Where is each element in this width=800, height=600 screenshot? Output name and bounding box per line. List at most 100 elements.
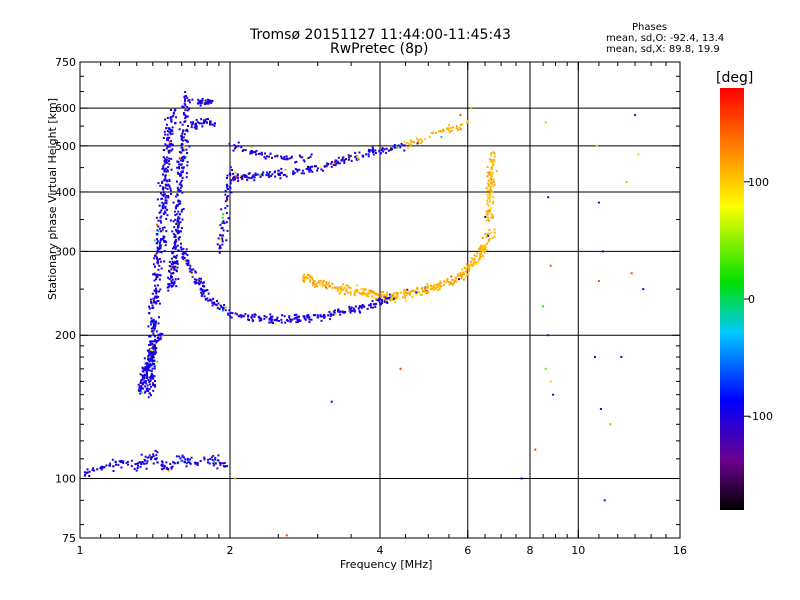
data-point (217, 237, 220, 240)
data-point (495, 169, 498, 172)
data-point (447, 127, 450, 130)
data-point (190, 123, 193, 126)
data-point (144, 455, 147, 458)
data-point (308, 276, 311, 279)
data-point (167, 145, 170, 148)
data-point (156, 223, 158, 226)
data-point (260, 319, 263, 322)
data-point (202, 292, 205, 295)
data-point (381, 148, 384, 151)
data-point (156, 261, 159, 264)
data-point (411, 289, 414, 292)
data-point (226, 465, 228, 468)
data-point (225, 221, 228, 224)
data-point (549, 264, 552, 267)
data-point (172, 461, 175, 464)
data-point (149, 455, 152, 458)
data-point (408, 293, 411, 296)
data-point (154, 380, 156, 382)
data-point (171, 263, 174, 266)
data-point (264, 157, 267, 160)
data-point (271, 173, 274, 176)
data-point (355, 289, 358, 292)
data-point (372, 150, 375, 153)
data-point (385, 299, 388, 302)
data-point (349, 154, 352, 157)
data-point (251, 314, 254, 317)
data-point (175, 254, 178, 257)
data-point (172, 220, 175, 223)
data-point (487, 171, 490, 174)
data-point (242, 148, 245, 151)
data-point (367, 153, 370, 156)
data-point (307, 316, 310, 319)
data-point (609, 423, 612, 426)
data-point (319, 314, 322, 317)
data-point (142, 387, 145, 390)
data-point (189, 270, 192, 273)
data-point (203, 295, 206, 298)
data-point (229, 315, 232, 318)
data-point (208, 462, 211, 465)
data-point (168, 127, 171, 130)
data-point (148, 388, 151, 391)
data-point (180, 151, 183, 154)
data-point (173, 255, 176, 258)
data-point (177, 230, 180, 233)
data-point (171, 230, 174, 233)
data-point (195, 278, 198, 281)
data-point (222, 229, 225, 232)
data-point (193, 461, 196, 464)
data-point (316, 285, 319, 288)
data-point (141, 377, 144, 380)
data-point (313, 282, 316, 285)
data-point (201, 125, 204, 128)
grid-lines (80, 62, 680, 538)
data-point (161, 188, 164, 190)
data-point (161, 182, 164, 184)
data-point (429, 288, 432, 291)
data-point (296, 319, 299, 322)
data-point (186, 128, 188, 131)
data-point (384, 298, 387, 301)
data-point (353, 310, 356, 313)
data-point (316, 316, 319, 319)
data-point (459, 114, 462, 117)
data-point (476, 252, 479, 255)
data-point (176, 204, 179, 207)
data-point (173, 226, 176, 229)
data-point (221, 243, 224, 246)
data-point (167, 285, 170, 288)
data-point (491, 190, 494, 193)
data-point (180, 242, 182, 245)
data-point (483, 246, 486, 248)
data-point (405, 299, 408, 302)
data-point (210, 299, 213, 302)
data-point (375, 298, 378, 301)
data-point (381, 302, 383, 305)
data-point (330, 400, 333, 403)
data-point (219, 463, 222, 466)
data-point (187, 125, 189, 127)
data-point (492, 181, 495, 183)
data-point (341, 311, 344, 314)
data-point (165, 199, 168, 202)
data-point (184, 91, 187, 93)
data-point (169, 145, 172, 148)
data-point (166, 180, 169, 183)
data-point (214, 456, 217, 459)
data-point (150, 340, 153, 343)
data-point (319, 165, 322, 168)
data-point (152, 382, 155, 385)
data-point (549, 380, 552, 383)
data-point (169, 189, 172, 192)
data-point (150, 385, 152, 388)
data-point (213, 301, 216, 304)
data-point (403, 140, 406, 143)
data-point (219, 224, 222, 227)
data-point (157, 339, 160, 342)
x-tick-label: 2 (227, 544, 234, 557)
data-point (282, 157, 285, 160)
data-point (120, 459, 123, 462)
data-point (159, 184, 162, 187)
